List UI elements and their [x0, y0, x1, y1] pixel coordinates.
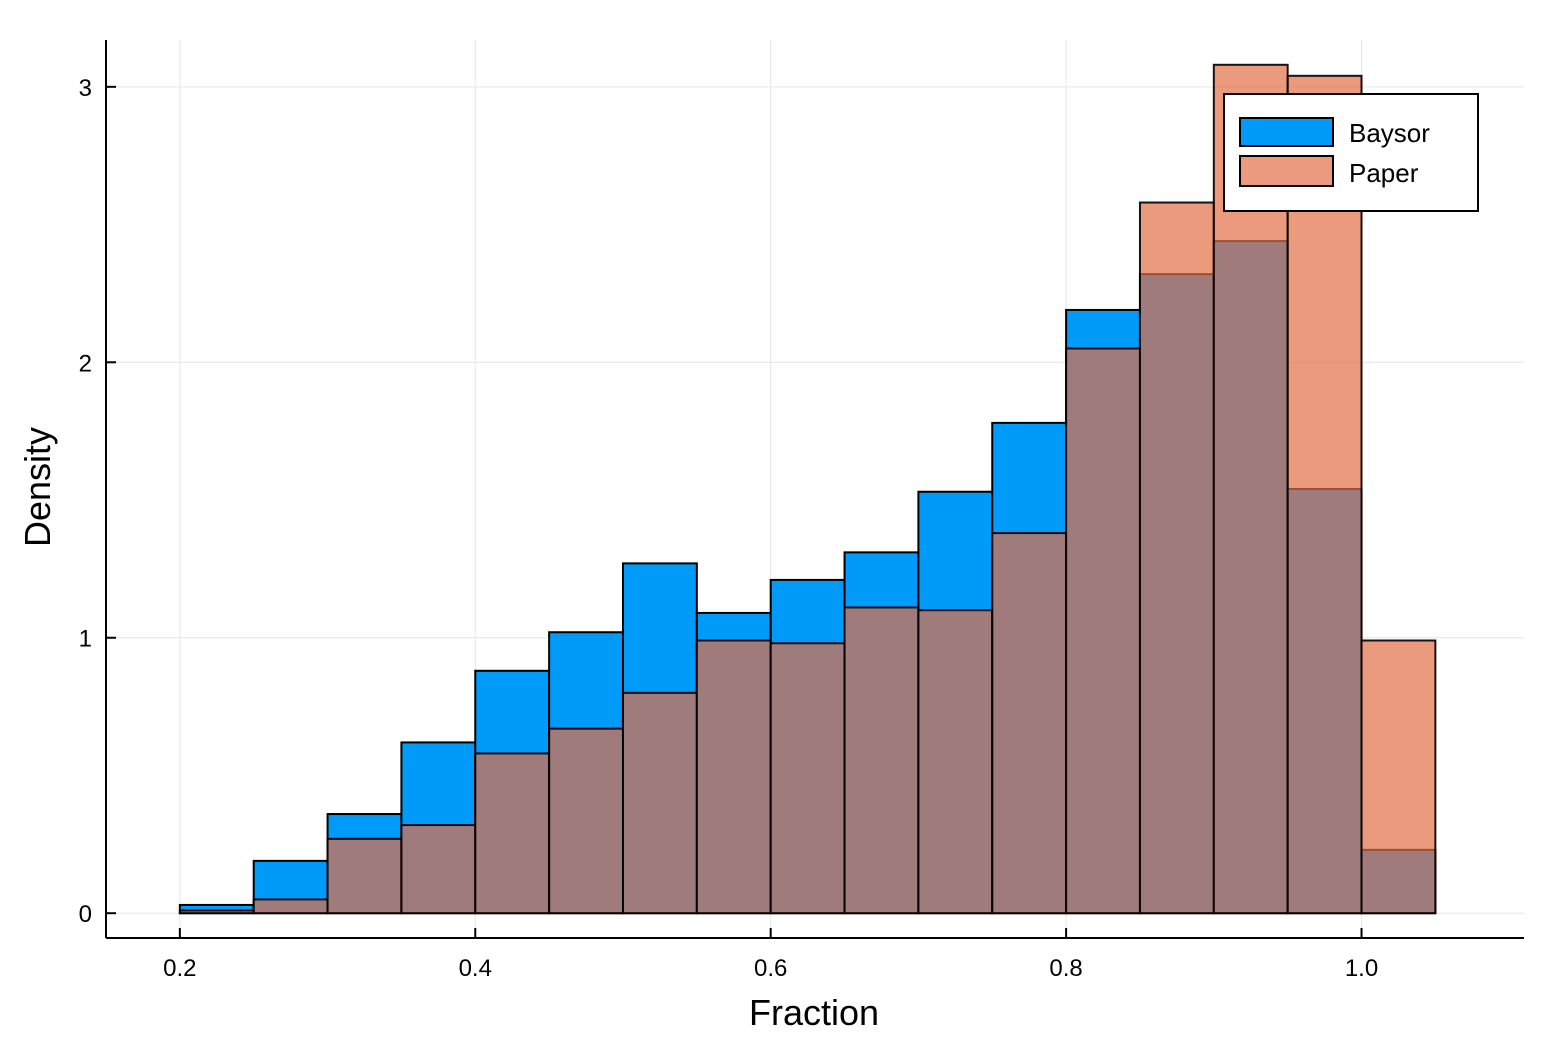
y-tick-label-1: 1 — [79, 626, 92, 653]
legend-label-paper: Paper — [1349, 158, 1419, 188]
bar-paper-10 — [917, 609, 994, 915]
legend-swatch-paper — [1239, 155, 1334, 187]
bar-paper-2 — [326, 837, 403, 915]
bar-paper-7 — [695, 639, 772, 915]
bar-paper-11 — [991, 532, 1068, 915]
axes — [105, 40, 1524, 939]
x-axis-title: Fraction — [749, 992, 879, 1033]
bar-paper-4 — [474, 752, 551, 915]
x-tick-label-1: 0.4 — [459, 955, 492, 982]
legend-swatch-baysor — [1239, 117, 1334, 147]
x-tick-label-2: 0.6 — [754, 955, 787, 982]
legend: Baysor Paper — [1223, 93, 1479, 212]
bar-paper-5 — [548, 727, 624, 915]
bar-paper-0 — [178, 909, 255, 915]
tick-labels: 0.2 0.4 0.6 0.8 1.0 0 1 2 3 — [79, 75, 1379, 982]
bar-paper-1 — [252, 898, 329, 915]
bar-paper-13 — [1138, 201, 1215, 915]
y-axis-title: Density — [17, 427, 58, 547]
x-tick-label-3: 0.8 — [1049, 955, 1082, 982]
y-tick-label-0: 0 — [79, 901, 92, 928]
bar-paper-15 — [1286, 74, 1363, 915]
y-tick-label-3: 3 — [79, 75, 92, 102]
bar-paper-9 — [843, 606, 920, 915]
bar-paper-8 — [769, 642, 846, 915]
bar-paper-6 — [621, 691, 698, 915]
x-tick-label-0: 0.2 — [163, 955, 196, 982]
bar-paper-3 — [400, 824, 477, 915]
bar-paper-12 — [1065, 347, 1141, 915]
x-tick-label-4: 1.0 — [1345, 955, 1378, 982]
y-tick-label-2: 2 — [79, 350, 92, 377]
legend-label-baysor: Baysor — [1349, 118, 1430, 148]
legend-box — [1223, 93, 1479, 212]
bar-paper-16 — [1360, 639, 1437, 915]
